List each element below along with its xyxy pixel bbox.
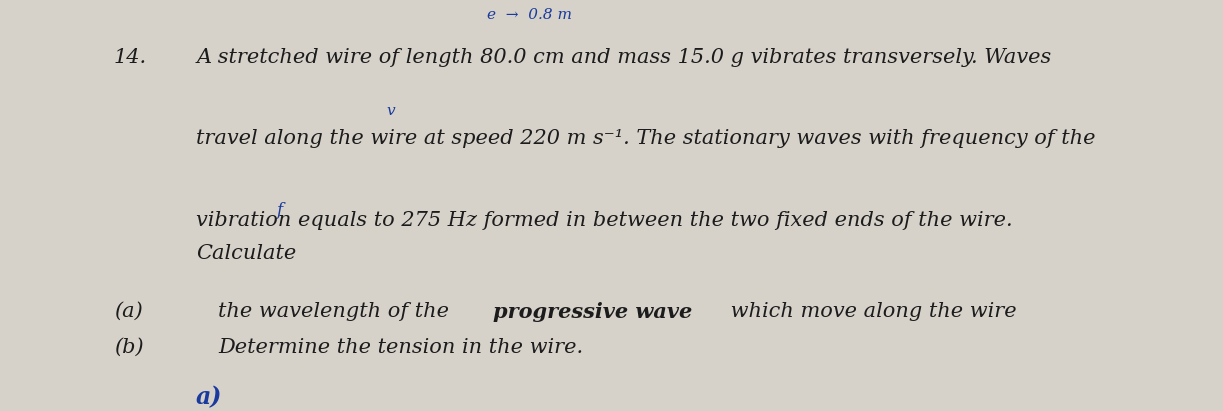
- Text: which move along the wire: which move along the wire: [724, 302, 1016, 321]
- Text: Determine the tension in the wire.: Determine the tension in the wire.: [218, 338, 583, 357]
- Text: vibration equals to 275 Hz formed in between the two fixed ends of the wire.: vibration equals to 275 Hz formed in bet…: [196, 211, 1013, 230]
- Text: v: v: [386, 104, 395, 118]
- Text: A stretched wire of length 80.0 cm and mass 15.0 g vibrates transversely. Waves: A stretched wire of length 80.0 cm and m…: [196, 48, 1052, 67]
- Text: (b): (b): [114, 338, 143, 357]
- Text: progressive wave: progressive wave: [493, 302, 692, 322]
- Text: f: f: [276, 202, 283, 219]
- Text: the wavelength of the: the wavelength of the: [218, 302, 456, 321]
- Text: Calculate: Calculate: [196, 244, 296, 263]
- Text: travel along the wire at speed 220 m s⁻¹. The stationary waves with frequency of: travel along the wire at speed 220 m s⁻¹…: [196, 129, 1096, 148]
- Text: 14.: 14.: [114, 48, 147, 67]
- Text: (a): (a): [114, 302, 143, 321]
- Text: e  →  0.8 m: e → 0.8 m: [487, 8, 572, 22]
- Text: a): a): [196, 385, 223, 409]
